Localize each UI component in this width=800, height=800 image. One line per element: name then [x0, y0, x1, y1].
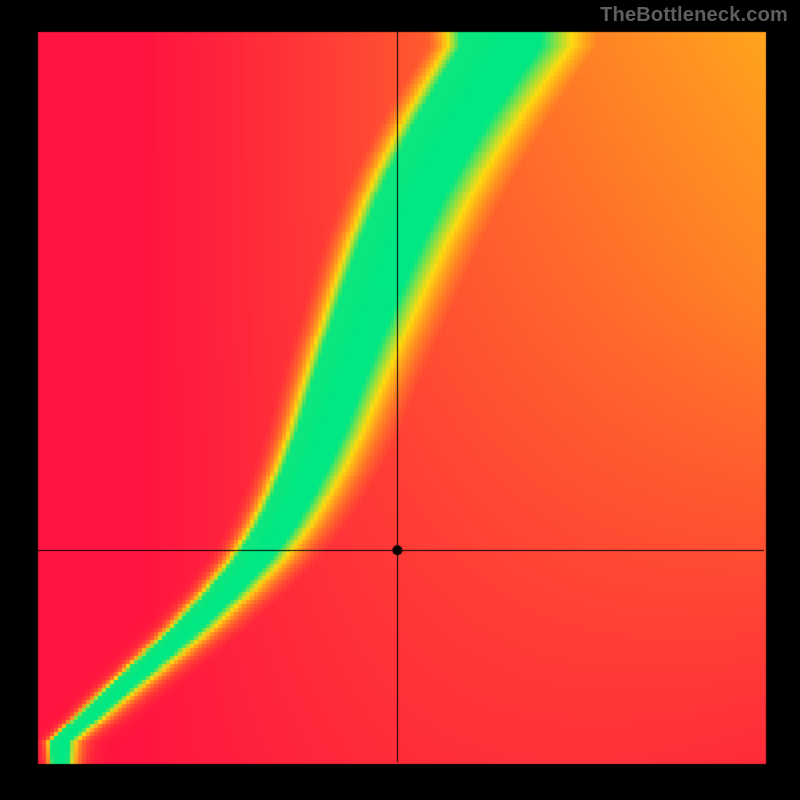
chart-container: TheBottleneck.com	[0, 0, 800, 800]
heatmap-canvas	[0, 0, 800, 800]
watermark-text: TheBottleneck.com	[600, 4, 788, 27]
